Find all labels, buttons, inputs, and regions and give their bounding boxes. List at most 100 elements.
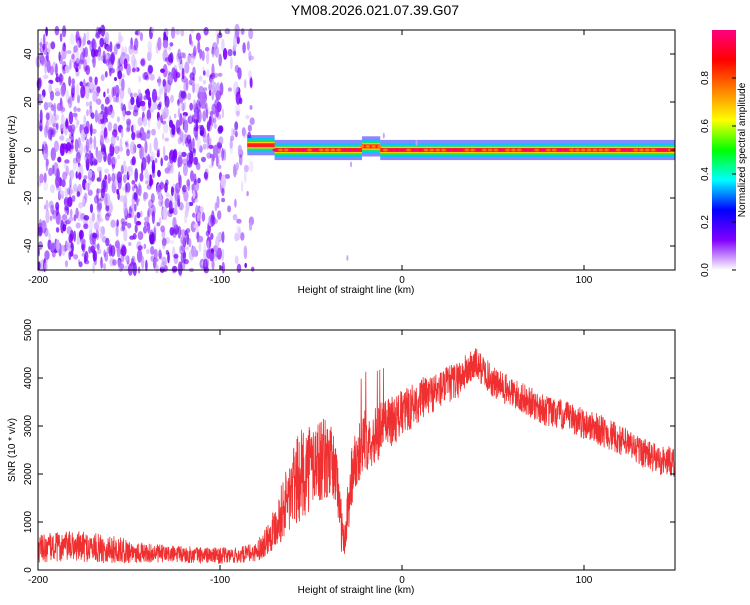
spectrogram-noise-blob bbox=[212, 144, 219, 158]
spectrogram-noise-blob bbox=[71, 53, 75, 60]
spectrogram-noise-blob bbox=[82, 198, 86, 204]
spectrogram-noise-blob bbox=[58, 186, 62, 199]
spectrogram-noise-blob bbox=[173, 253, 179, 259]
spectrogram-noise-blob bbox=[164, 137, 169, 142]
spectrogram-noise-blob bbox=[58, 51, 61, 62]
spectrogram-noise-blob bbox=[59, 97, 63, 106]
spectrogram-noise-blob bbox=[186, 54, 192, 64]
snr-ytick-label: 1000 bbox=[23, 510, 34, 533]
spectrogram-noise-blob bbox=[206, 152, 212, 159]
spectrogram-noise-blob bbox=[83, 126, 89, 135]
spectrogram-noise-blob bbox=[75, 171, 79, 179]
spectrogram-band-peak bbox=[394, 148, 400, 152]
spectrogram-noise-blob bbox=[54, 25, 60, 36]
spectrogram-band-peak bbox=[616, 148, 621, 152]
spectrogram-noise-blob bbox=[186, 152, 192, 166]
spectrogram-noise-blob bbox=[116, 116, 120, 123]
spectrogram-noise-blob bbox=[134, 203, 137, 212]
spectrogram-noise-blob bbox=[137, 117, 143, 127]
spectrogram-noise-blob bbox=[211, 48, 215, 58]
spectrogram-noise-blob bbox=[43, 33, 46, 46]
spectrogram-noise-blob bbox=[89, 203, 94, 214]
spectrogram-band-peak bbox=[540, 148, 545, 152]
spectrogram-noise-blob bbox=[240, 180, 244, 193]
spectrogram-noise-blob bbox=[67, 125, 73, 133]
spectrogram-noise-blob bbox=[70, 169, 75, 180]
spectrogram-noise-blob bbox=[124, 46, 127, 55]
spectrogram-noise-blob bbox=[172, 265, 178, 273]
spectrogram-noise-blob bbox=[85, 64, 91, 76]
spectrogram-noise-blob bbox=[85, 152, 89, 159]
spectrogram-noise-blob bbox=[182, 158, 188, 166]
spectrogram-noise-blob bbox=[83, 175, 88, 180]
spectrogram-noise-blob bbox=[126, 120, 131, 132]
spectrogram-noise-blob bbox=[72, 157, 77, 171]
spectrogram-noise-blob bbox=[192, 76, 195, 82]
spectrogram-noise-blob bbox=[71, 195, 76, 202]
spectrogram-noise-blob bbox=[49, 184, 56, 194]
spectrogram-noise-blob bbox=[173, 206, 178, 215]
spectrogram-noise-blob bbox=[71, 83, 76, 94]
spectrogram-ytick-label: -20 bbox=[23, 190, 34, 205]
spectrogram-noise-blob bbox=[94, 76, 98, 86]
colorbar: 0.0 0.2 0.4 0.6 0.8 Normalized spectral ampl… bbox=[700, 30, 748, 277]
spectrogram-noise-blob bbox=[44, 227, 49, 237]
spectrogram-noise-blob bbox=[144, 180, 149, 185]
spectrogram-noise-blob bbox=[243, 78, 247, 89]
spectrogram-band-peak bbox=[581, 148, 586, 152]
spectrogram-noise-blob bbox=[50, 204, 54, 214]
spectrogram-noise-blob bbox=[136, 211, 141, 219]
spectrogram-noise-blob bbox=[170, 94, 174, 103]
spectrogram-noise-blob bbox=[134, 214, 137, 225]
spectrogram-noise-blob bbox=[122, 109, 126, 122]
spectrogram-noise-blob bbox=[75, 151, 81, 164]
spectrogram-noise-blob bbox=[117, 58, 120, 69]
spectrogram-noise-blob bbox=[110, 219, 116, 228]
spectrogram-noise-blob bbox=[89, 100, 93, 106]
spectrogram-noise-blob bbox=[212, 81, 217, 96]
spectrogram-noise-blob bbox=[162, 245, 166, 250]
spectrogram-noise-blob bbox=[97, 150, 103, 163]
spectrogram-noise-blob bbox=[193, 45, 197, 56]
spectrogram-noise-blob bbox=[78, 202, 84, 209]
snr-xtick-label: -200 bbox=[28, 575, 48, 586]
spectrogram-noise-blob bbox=[129, 141, 136, 155]
spectrogram-noise-blob bbox=[221, 188, 225, 197]
spectrogram-noise-blob bbox=[177, 194, 181, 201]
spectrogram-noise-blob bbox=[185, 78, 189, 91]
spectrogram-noise-blob bbox=[80, 238, 86, 245]
spectrogram-noise-blob bbox=[221, 38, 225, 53]
spectrogram-noise-blob bbox=[83, 259, 90, 265]
spectrogram-band-peak bbox=[383, 148, 388, 152]
spectrogram-noise-blob bbox=[250, 77, 253, 89]
spectrogram-noise-blob bbox=[62, 171, 68, 181]
spectrogram-noise-blob bbox=[86, 109, 89, 117]
spectrogram-noise-blob bbox=[157, 103, 162, 111]
spectrogram-noise-blob bbox=[221, 248, 225, 261]
spectrogram-band-peak bbox=[447, 148, 452, 152]
spectrogram-noise-blob bbox=[147, 65, 154, 74]
spectrogram-noise-blob bbox=[151, 88, 158, 103]
spectrogram-noise-blob bbox=[205, 46, 210, 52]
spectrogram-noise-blob bbox=[143, 191, 147, 202]
spectrogram-noise-blob bbox=[119, 76, 122, 88]
spectrogram-noise-blob bbox=[202, 80, 207, 85]
spectrogram-noise-blob bbox=[179, 174, 182, 189]
spectrogram-noise-blob bbox=[162, 206, 168, 221]
spectrogram-noise-blob bbox=[116, 43, 121, 49]
spectrogram-noise-blob bbox=[132, 109, 139, 117]
spectrogram-noise-blob bbox=[85, 138, 90, 153]
spectrogram-noise-blob bbox=[150, 151, 155, 161]
spectrogram-noise-blob bbox=[217, 210, 222, 220]
spectrogram-noise-blob bbox=[199, 145, 203, 153]
spectrogram-outlier bbox=[350, 161, 353, 168]
spectrogram-noise-blob bbox=[180, 90, 186, 99]
spectrogram-noise-blob bbox=[43, 181, 49, 192]
spectrogram-noise-blob bbox=[177, 261, 183, 276]
spectrogram-ytick-label: -40 bbox=[23, 238, 34, 253]
spectrogram-noise-blob bbox=[62, 25, 67, 38]
spectrogram-noise-blob bbox=[103, 36, 109, 43]
spectrogram-noise-blob bbox=[76, 120, 80, 126]
spectrogram-noise-blob bbox=[66, 50, 72, 55]
spectrogram-band-peak bbox=[627, 148, 633, 152]
